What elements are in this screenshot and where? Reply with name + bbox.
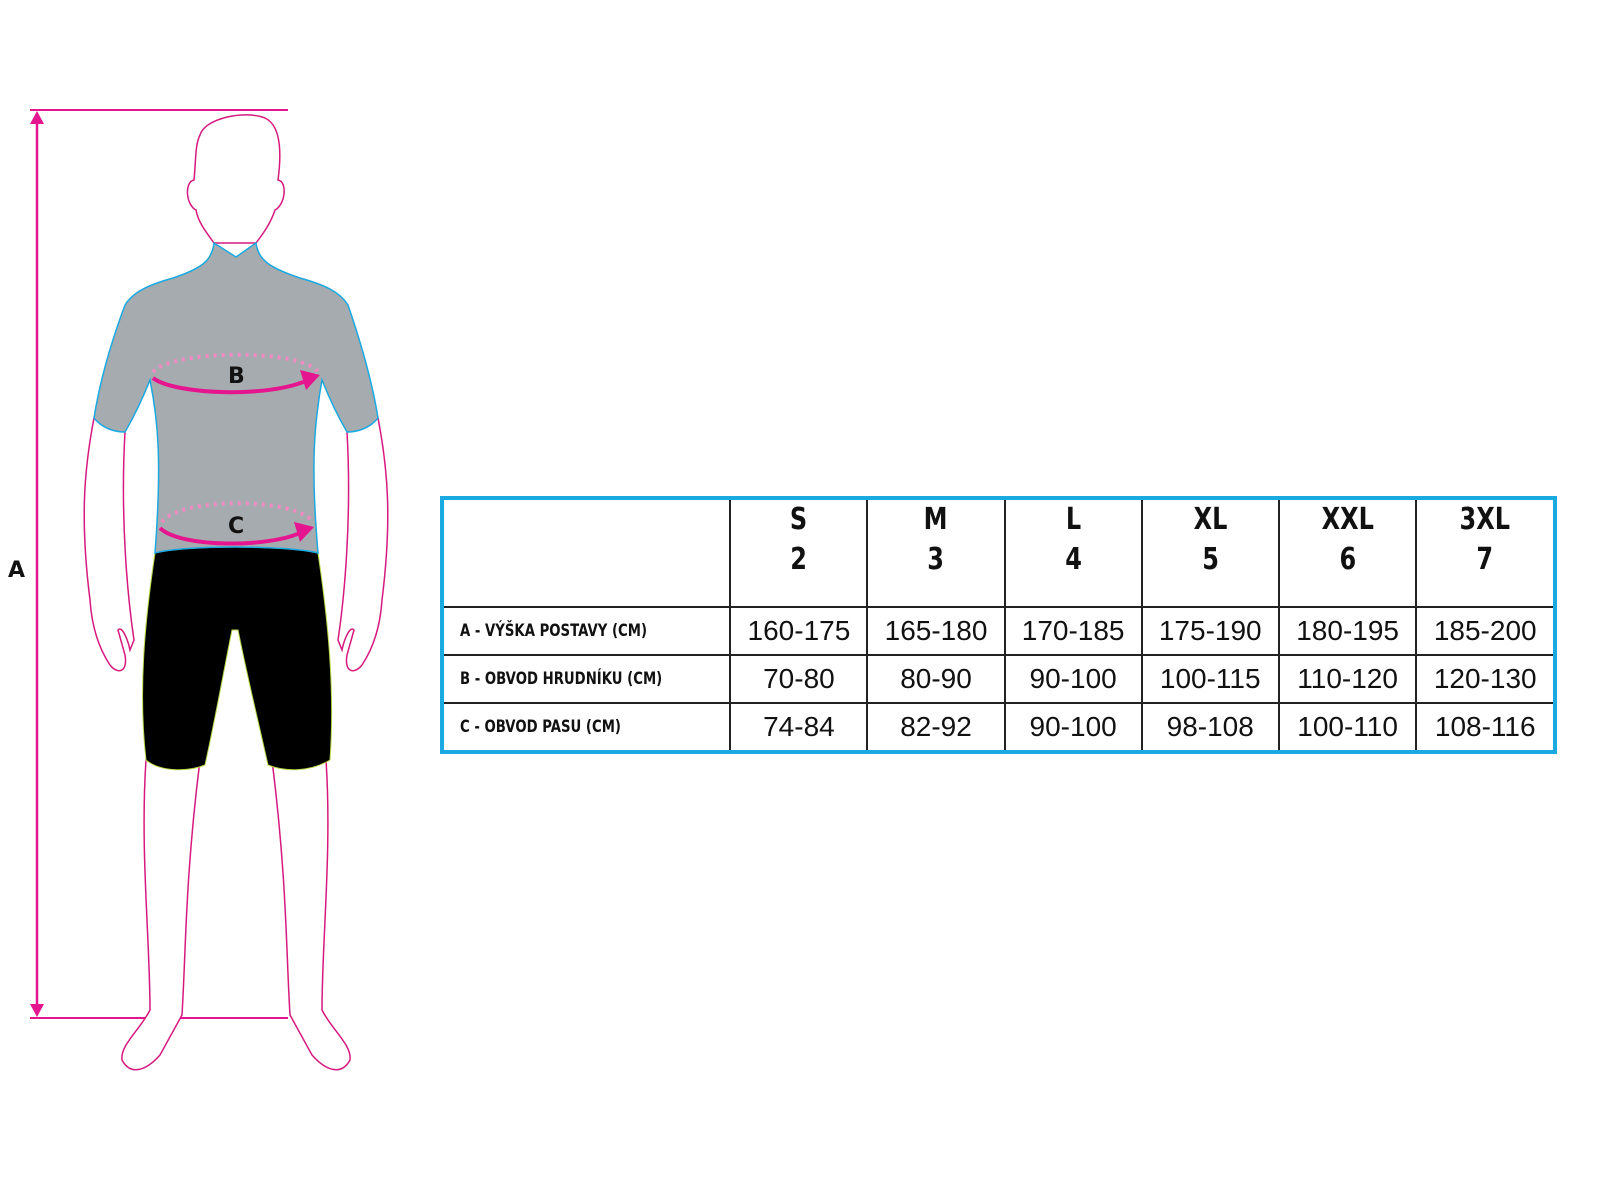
size-letter: S: [790, 502, 808, 537]
row-label: C - OBVOD PASU (CM): [442, 702, 732, 752]
table-cell: 110-120: [1277, 654, 1418, 704]
table-cell: 90-100: [1003, 654, 1143, 704]
size-header-xxl: XXL 6: [1277, 498, 1418, 608]
table-cell: 180-195: [1277, 606, 1418, 656]
size-letter: XL: [1193, 502, 1228, 537]
size-letter: L: [1065, 502, 1081, 537]
row-label-text: C - OBVOD PASU (CM): [460, 717, 621, 737]
header-empty-cell: [442, 498, 732, 608]
table-cell: 74-84: [729, 702, 869, 752]
table-cell: 82-92: [866, 702, 1006, 752]
shirt: [93, 241, 379, 554]
chest-measure-arrow: [151, 376, 309, 395]
waist-label: C: [228, 514, 244, 539]
size-number: 7: [1476, 542, 1494, 577]
table-row-waist: C - OBVOD PASU (CM) 74-84 82-92 90-100 9…: [442, 702, 1555, 752]
left-leg: [121, 759, 201, 1071]
chest-label: B: [228, 364, 245, 389]
table-cell: 108-116: [1415, 702, 1555, 752]
table-cell: 98-108: [1140, 702, 1280, 752]
table-cell: 80-90: [866, 654, 1006, 704]
table-cell: 70-80: [729, 654, 869, 704]
right-arm: [337, 416, 389, 672]
size-letter: XXL: [1321, 502, 1374, 537]
body-measurement-figure: A B C: [8, 109, 389, 1071]
size-number: 6: [1339, 542, 1356, 577]
waist-arrowhead-icon: [294, 522, 314, 542]
head: [186, 114, 285, 244]
left-arm: [83, 416, 135, 672]
size-letter: M: [924, 502, 948, 537]
chest-arrowhead-icon: [300, 370, 320, 390]
height-label: A: [8, 558, 25, 583]
size-number: 2: [790, 542, 808, 577]
size-number: 3: [927, 542, 945, 577]
right-leg: [271, 759, 351, 1071]
table-row-chest: B - OBVOD HRUDNÍKU (CM) 70-80 80-90 90-1…: [442, 654, 1555, 704]
row-label-text: B - OBVOD HRUDNÍKU (CM): [460, 669, 663, 689]
table-cell: 160-175: [729, 606, 869, 656]
table-cell: 90-100: [1003, 702, 1143, 752]
waist-measure-arrow: [158, 526, 303, 546]
arrow-down-icon: [30, 1004, 44, 1017]
row-label: A - VÝŠKA POSTAVY (CM): [442, 606, 732, 656]
table-cell: 100-110: [1277, 702, 1418, 752]
table-cell: 185-200: [1415, 606, 1555, 656]
row-label: B - OBVOD HRUDNÍKU (CM): [442, 654, 732, 704]
size-letter: 3XL: [1459, 502, 1511, 537]
waist-measure-back: [160, 501, 315, 524]
table-cell: 120-130: [1415, 654, 1555, 704]
size-header-xl: XL 5: [1140, 498, 1280, 608]
size-number: 5: [1201, 542, 1219, 577]
table-row-height: A - VÝŠKA POSTAVY (CM) 160-175 165-180 1…: [442, 606, 1555, 656]
shorts: [142, 546, 333, 771]
arrow-up-icon: [30, 111, 44, 124]
size-number: 4: [1064, 542, 1082, 577]
table-cell: 170-185: [1003, 606, 1143, 656]
table-cell: 175-190: [1140, 606, 1280, 656]
table-cell: 100-115: [1140, 654, 1280, 704]
size-header-3xl: 3XL 7: [1415, 498, 1555, 608]
table-cell: 165-180: [866, 606, 1006, 656]
row-label-text: A - VÝŠKA POSTAVY (CM): [460, 621, 648, 641]
